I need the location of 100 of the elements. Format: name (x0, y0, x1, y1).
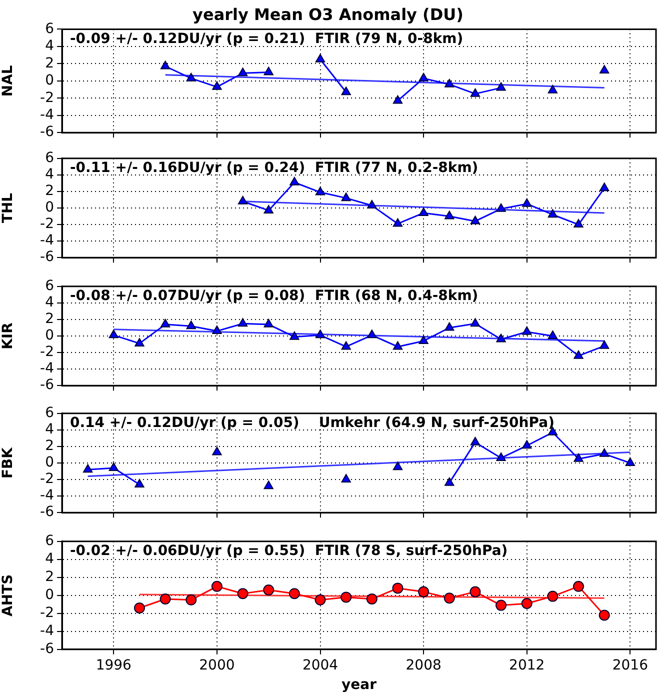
annotation: 0.14 +/- 0.12DU/yr (p = 0.05) Umkehr (64.9 N, surf-250hPa) (70, 415, 554, 432)
point (238, 318, 248, 327)
chart-title: yearly Mean O3 Anomaly (DU) (192, 4, 464, 24)
y-axis-title: KIR (0, 322, 16, 350)
point (392, 582, 404, 594)
point (134, 602, 145, 614)
point (521, 598, 532, 609)
point (367, 200, 377, 209)
point (392, 462, 403, 470)
point (418, 72, 428, 82)
point (470, 318, 480, 327)
point (522, 326, 532, 335)
point (522, 198, 532, 207)
point (160, 594, 171, 604)
point (186, 320, 196, 330)
point (547, 590, 558, 602)
y-tick-label: -2 (40, 216, 54, 232)
x-tick-label: 2000 (199, 657, 235, 674)
y-tick-label: 2 (45, 183, 54, 200)
point (186, 72, 196, 82)
point (600, 65, 610, 74)
point (238, 196, 248, 204)
y-axis-title: AHTS (0, 574, 16, 616)
point (600, 340, 610, 349)
point (186, 594, 197, 606)
point (600, 182, 610, 192)
point (315, 186, 326, 196)
point (496, 82, 506, 91)
y-axis-title: FBK (0, 446, 16, 479)
y-axis-title: NAL (0, 65, 16, 97)
y-tick-label: 6 (45, 20, 54, 37)
point (496, 600, 507, 611)
point (522, 440, 532, 449)
y-tick-label: 4 (45, 294, 54, 311)
y-tick-label: 6 (45, 150, 54, 166)
y-tick-label: -4 (40, 107, 54, 124)
y-tick-label: 6 (45, 278, 54, 294)
y-tick-label: -2 (40, 605, 54, 622)
y-tick-label: 0 (45, 328, 54, 344)
point (444, 592, 455, 604)
point (392, 218, 403, 227)
point (238, 68, 248, 76)
point (444, 477, 454, 486)
point (315, 54, 326, 62)
point (574, 219, 584, 228)
point (444, 322, 454, 331)
point (600, 448, 610, 457)
point (211, 580, 222, 592)
point (263, 584, 274, 596)
y-axis-title: THL (0, 192, 16, 224)
point (574, 453, 584, 462)
point (548, 209, 558, 218)
x-tick-label: 1996 (96, 657, 132, 674)
y-tick-label: -6 (40, 641, 54, 658)
y-tick-label: 4 (45, 166, 54, 183)
y-tick-label: 6 (45, 405, 54, 422)
y-tick-label: -6 (40, 377, 54, 394)
point (341, 474, 351, 483)
point (264, 204, 274, 214)
y-tick-label: 2 (45, 55, 54, 72)
point (573, 580, 584, 592)
y-tick-label: 4 (45, 551, 54, 568)
point (134, 478, 144, 488)
point (444, 210, 454, 220)
point (314, 594, 326, 606)
x-tick-label: 2008 (406, 657, 442, 674)
y-tick-label: 2 (45, 311, 54, 328)
point (496, 334, 506, 342)
point (290, 331, 300, 340)
point (418, 335, 428, 344)
annotation: -0.09 +/- 0.12DU/yr (p = 0.21) FTIR (79 N, 0-8km) (70, 30, 464, 47)
x-tick-label: 2016 (612, 657, 648, 674)
point (341, 341, 351, 350)
point (470, 216, 480, 224)
point (444, 78, 454, 88)
point (108, 330, 118, 338)
point (625, 458, 636, 466)
y-tick-label: -6 (40, 249, 54, 266)
point (134, 338, 144, 346)
point (108, 462, 118, 471)
point (574, 350, 584, 359)
y-tick-label: -2 (40, 471, 54, 488)
annotation: -0.08 +/- 0.07DU/yr (p = 0.08) FTIR (68 N, 0.4-8km) (70, 288, 478, 304)
point (548, 330, 558, 339)
point (315, 330, 326, 338)
point (496, 452, 506, 462)
point (341, 86, 351, 96)
point (264, 66, 274, 76)
y-tick-label: 2 (45, 438, 54, 454)
point (82, 464, 93, 473)
y-tick-label: 2 (45, 569, 54, 586)
y-tick-label: 4 (45, 422, 54, 438)
x-tick-label: 2012 (509, 657, 545, 674)
y-tick-label: -6 (40, 504, 54, 520)
point (340, 592, 352, 603)
y-tick-label: -2 (40, 344, 54, 360)
point (212, 446, 222, 456)
point (392, 341, 403, 350)
y-tick-label: 0 (45, 72, 54, 89)
y-tick-label: 4 (45, 38, 54, 54)
